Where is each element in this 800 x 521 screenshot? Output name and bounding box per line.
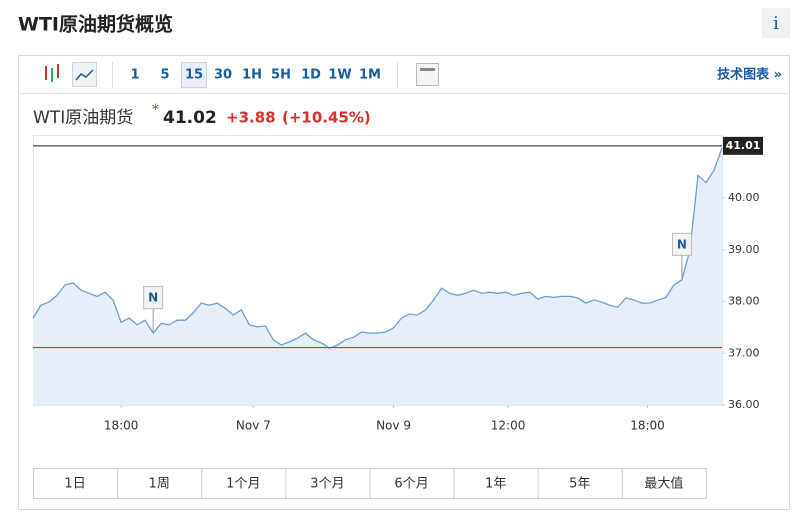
- x-tick-label: Nov 7: [236, 419, 271, 433]
- interval-button[interactable]: 30: [214, 68, 232, 83]
- annotation-label[interactable]: N: [677, 237, 687, 251]
- calendar-glyph: [420, 68, 435, 71]
- calendar-icon[interactable]: [416, 63, 439, 86]
- quote-name: WTI原油期货: [33, 108, 133, 128]
- area: [33, 147, 722, 405]
- y-tick-label: 36.00: [728, 398, 760, 411]
- quote-marker: *: [152, 102, 159, 118]
- line-icon-glyph: [75, 69, 94, 81]
- y-tick-label: 39.00: [728, 243, 760, 256]
- range-button[interactable]: [33, 468, 119, 499]
- interval-button[interactable]: 1H: [242, 68, 262, 83]
- annotation-box[interactable]: [671, 232, 692, 256]
- range-label[interactable]: 1周: [149, 477, 170, 492]
- annotation-box[interactable]: [143, 286, 164, 310]
- range-label[interactable]: 6个月: [394, 477, 428, 492]
- range-label[interactable]: 1年: [485, 477, 506, 492]
- range-label[interactable]: 1个月: [226, 477, 260, 492]
- range-button[interactable]: [369, 468, 455, 499]
- interval-button[interactable]: 1D: [301, 68, 321, 83]
- interval-button[interactable]: 5: [160, 68, 169, 83]
- range-label[interactable]: 5年: [569, 477, 590, 492]
- plot-frame: [33, 135, 723, 406]
- range-label[interactable]: 1日: [64, 477, 85, 492]
- range-label[interactable]: 最大值: [644, 476, 683, 492]
- candlestick-icon[interactable]: [45, 64, 59, 82]
- quote-change-percent: (+10.45%): [282, 109, 371, 127]
- last-price-box: [723, 136, 763, 155]
- interval-button[interactable]: 1W: [328, 68, 351, 83]
- interval-button[interactable]: 1: [130, 68, 139, 83]
- interval-button[interactable]: 5H: [271, 68, 291, 83]
- range-button[interactable]: [201, 468, 287, 499]
- x-tick-label: 18:00: [630, 419, 665, 433]
- y-tick-label: 37.00: [728, 346, 760, 359]
- range-button[interactable]: [621, 468, 707, 499]
- technical-chart-link[interactable]: 技术图表 »: [717, 67, 782, 83]
- last-price-label: 41.01: [726, 139, 761, 152]
- range-button[interactable]: [285, 468, 371, 499]
- interval-button[interactable]: 1M: [359, 68, 381, 83]
- x-tick-label: Nov 9: [376, 419, 411, 433]
- line-chart-icon[interactable]: [72, 62, 97, 87]
- page-title: WTI原油期货概览: [18, 13, 173, 36]
- annotation-label[interactable]: N: [148, 291, 158, 305]
- interval-button[interactable]: 15: [185, 68, 203, 83]
- panel: [18, 55, 790, 510]
- info-icon[interactable]: i: [773, 13, 779, 34]
- range-label[interactable]: 3个月: [310, 477, 344, 492]
- y-tick-label: 40.00: [728, 191, 760, 204]
- x-tick-label: 12:00: [491, 419, 526, 433]
- info-button[interactable]: [762, 8, 790, 38]
- interval-selected: [181, 62, 207, 88]
- y-tick-label: 38.00: [728, 295, 760, 308]
- quote-change: +3.88: [226, 109, 276, 127]
- quote-price: 41.02: [163, 108, 217, 128]
- range-button[interactable]: [117, 468, 203, 499]
- x-tick-label: 18:00: [104, 419, 139, 433]
- price-line: [32, 147, 723, 349]
